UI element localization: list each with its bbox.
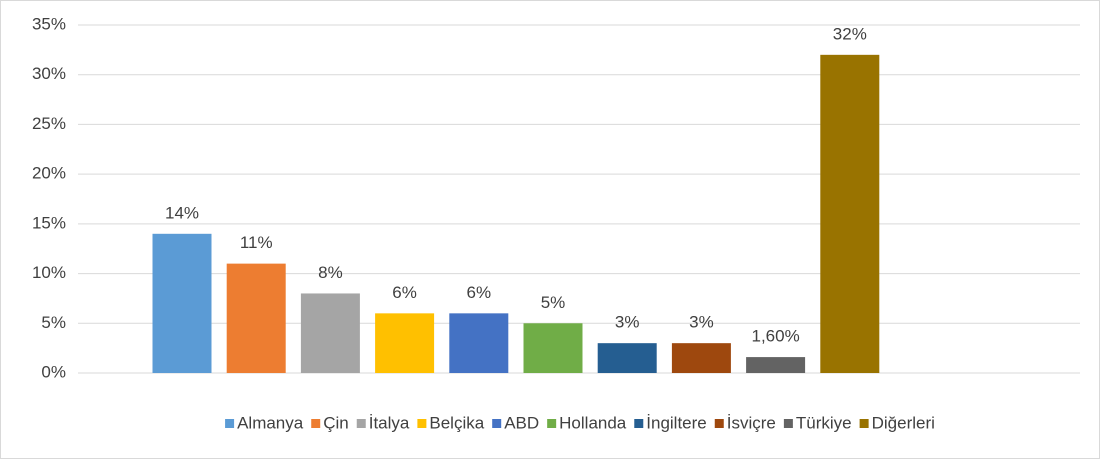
data-label: 3% (615, 313, 640, 332)
bar (671, 343, 731, 373)
bar (226, 263, 286, 373)
legend-label: İngiltere (646, 413, 706, 432)
legend-label: ABD (504, 413, 539, 432)
bar (746, 357, 806, 373)
bar (152, 233, 212, 373)
legend-swatch (783, 419, 793, 428)
y-tick-label: 10% (32, 263, 66, 282)
legend-label: İtalya (369, 413, 410, 432)
data-label: 11% (240, 233, 273, 252)
bar (597, 343, 657, 373)
bar (375, 313, 435, 373)
y-tick-label: 0% (41, 362, 66, 381)
bar (300, 293, 360, 373)
legend-label: Hollanda (559, 413, 627, 432)
bar (820, 54, 880, 373)
data-label: 32% (833, 24, 867, 43)
bar (523, 323, 583, 373)
y-tick-label: 35% (32, 14, 66, 33)
legend-label: Türkiye (796, 413, 852, 432)
legend-label: Belçika (429, 413, 484, 432)
y-tick-label: 30% (32, 64, 66, 83)
bar (449, 313, 509, 373)
data-label: 6% (392, 283, 417, 302)
data-label: 3% (689, 313, 714, 332)
legend-swatch (634, 419, 644, 428)
data-label: 6% (467, 283, 492, 302)
legend-label: Çin (323, 413, 349, 432)
data-label: 8% (318, 263, 343, 282)
legend-swatch (356, 419, 366, 428)
y-tick-label: 5% (41, 313, 66, 332)
legend-label: Diğerleri (872, 413, 935, 432)
legend-swatch (492, 419, 502, 428)
legend-swatch (417, 419, 427, 428)
legend-swatch (225, 419, 235, 428)
data-label: 5% (541, 293, 566, 312)
legend-swatch (547, 419, 557, 428)
data-label: 1,60% (751, 327, 799, 346)
legend-swatch (714, 419, 724, 428)
legend-label: Almanya (237, 413, 304, 432)
y-tick-label: 15% (32, 213, 66, 232)
y-tick-label: 20% (32, 164, 66, 183)
legend-swatch (311, 419, 321, 428)
legend-label: İsviçre (727, 413, 776, 432)
y-tick-label: 25% (32, 114, 66, 133)
data-label: 14% (165, 203, 199, 222)
legend-swatch (859, 419, 869, 428)
